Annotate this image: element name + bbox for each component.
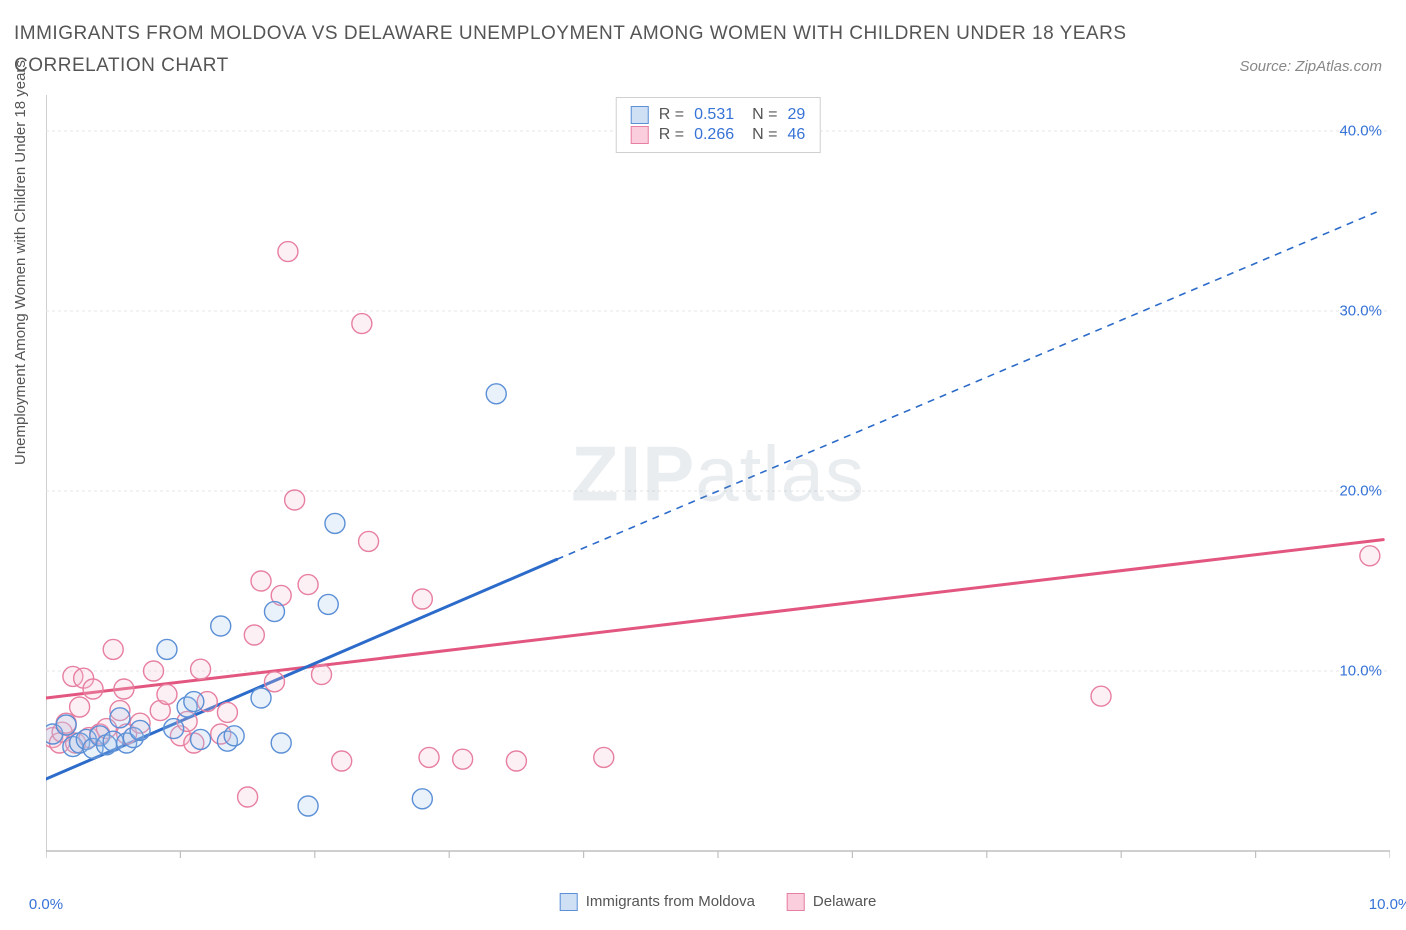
ytick-label: 10.0% xyxy=(1339,663,1382,680)
legend-swatch xyxy=(631,106,649,124)
legend-swatch xyxy=(631,126,649,144)
legend-r-label: R = xyxy=(659,106,684,124)
series-legend: Immigrants from Moldova Delaware xyxy=(560,893,877,911)
y-axis-label: Unemployment Among Women with Children U… xyxy=(12,60,29,465)
xtick-label: 0.0% xyxy=(29,896,63,913)
legend-stats-row-delaware: R = 0.266 N = 46 xyxy=(631,126,806,144)
legend-series-label: Delaware xyxy=(813,893,876,910)
legend-swatch xyxy=(787,893,805,911)
source-label: Source: ZipAtlas.com xyxy=(1239,58,1382,75)
legend-n-label: N = xyxy=(752,126,777,144)
legend-r-label: R = xyxy=(659,126,684,144)
scatter-chart xyxy=(46,95,1390,885)
legend-n-label: N = xyxy=(752,106,777,124)
legend-series-label: Immigrants from Moldova xyxy=(586,893,755,910)
legend-swatch xyxy=(560,893,578,911)
legend-r-value: 0.531 xyxy=(694,106,734,124)
ytick-label: 20.0% xyxy=(1339,483,1382,500)
plot-area: ZIPatlas R =0.531N =29R =0.266N =46 Immi… xyxy=(46,95,1390,885)
ytick-label: 30.0% xyxy=(1339,303,1382,320)
legend-stats-row-moldova: R = 0.531 N = 29 xyxy=(631,106,806,124)
bottom-legend-item-delaware: Delaware xyxy=(787,893,876,911)
stats-legend: R = 0.531 N = 29 R = 0.266 N = 46 xyxy=(616,97,821,153)
bottom-legend-item-moldova: Immigrants from Moldova xyxy=(560,893,755,911)
xtick-label: 10.0% xyxy=(1369,896,1406,913)
legend-n-value: 46 xyxy=(787,126,805,144)
chart-title: IMMIGRANTS FROM MOLDOVA VS DELAWARE UNEM… xyxy=(14,18,1134,83)
legend-n-value: 29 xyxy=(787,106,805,124)
chart-container: IMMIGRANTS FROM MOLDOVA VS DELAWARE UNEM… xyxy=(0,0,1406,930)
ytick-label: 40.0% xyxy=(1339,123,1382,140)
legend-r-value: 0.266 xyxy=(694,126,734,144)
